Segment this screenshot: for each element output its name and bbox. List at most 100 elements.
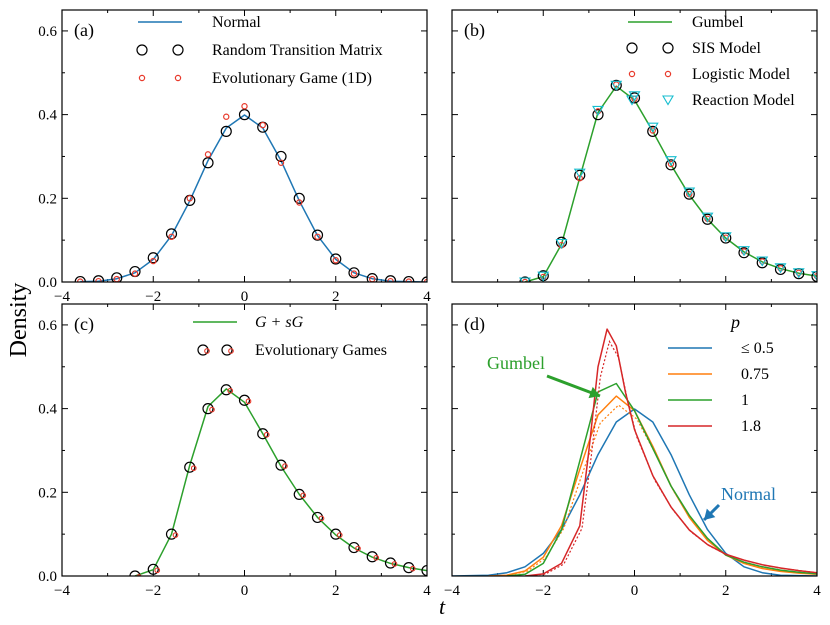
data-point [592,105,604,117]
data-point-inner [355,545,361,552]
data-point [649,127,656,134]
legend-marker-inner [204,348,210,354]
legend-entry: G + sG [193,314,304,331]
x-tick-label: 4 [423,289,431,305]
data-point [403,562,415,574]
annotation-arrowhead [704,508,716,520]
data-point [165,528,178,540]
legend-title: p [729,312,740,332]
data-point-inner [300,492,307,499]
data-point [576,175,583,182]
data-point-inner [429,569,434,574]
legend-marker [197,344,209,356]
legend-marker [138,74,146,82]
data-point [592,109,604,121]
data-point [220,125,232,137]
x-tick-label: 2 [332,289,340,305]
data-point [366,551,378,563]
x-tick-label: 4 [813,583,821,599]
data-point [719,232,732,243]
panel-frame [61,303,428,577]
x-tick-label: −2 [145,583,161,599]
series-line [452,408,817,576]
data-point [555,238,568,250]
legend-label: Gumbel [692,14,744,31]
data-point-inner [263,431,270,438]
data-point [610,80,623,91]
data-point [350,270,358,277]
annotation-arrowhead [588,386,600,399]
x-tick-label: 4 [423,583,431,599]
data-point [756,256,769,267]
data-point-inner [172,532,179,539]
legend-entry: 0.75 [668,366,769,383]
data-point [384,275,397,282]
panel-a-plot [74,103,427,282]
data-point-inner [409,565,416,572]
data-point [147,252,159,264]
data-point [168,233,175,241]
data-point [667,160,675,168]
data-point [738,247,750,259]
series-line [524,85,817,282]
legend-label: Logistic Model [692,66,791,83]
data-point [311,511,324,524]
legend-label: Evolutionary Games [255,342,387,359]
panel-b: (b) Gumbel SIS Model Logistic Model Reaction… [451,9,818,283]
data-point-inner [190,465,197,472]
data-point [259,121,266,129]
data-point [314,233,321,241]
series-line [524,328,817,576]
data-point-inner [154,567,161,574]
data-point [774,263,787,274]
legend-marker [136,44,148,56]
data-point-inner [391,561,398,567]
y-axis-label: Density [6,283,32,358]
panel-frame [451,9,818,283]
data-point [311,229,324,241]
data-point [573,168,586,179]
data-point-inner [336,532,343,539]
data-point [275,459,287,471]
data-point [366,273,378,282]
legend-label: 0.75 [741,366,769,383]
data-point [701,213,714,225]
data-point-inner [136,574,142,576]
data-point [238,109,251,121]
data-point [202,403,214,415]
annotation-label: Gumbel [487,353,545,373]
legend-entry: 1.8 [668,418,761,435]
data-point [628,92,641,104]
legend-entry: SIS Model [626,40,761,57]
legend-label: Random Transition Matrix [212,42,383,59]
y-tick-label: 0.0 [38,569,57,585]
data-point [186,195,193,202]
data-point [220,384,232,396]
data-point [384,557,397,569]
y-tick-label: 0.2 [38,485,57,501]
x-axis-label: t [439,594,446,619]
data-point [147,563,159,575]
legend-label: G + sG [255,314,304,331]
data-point [92,275,105,282]
legend-entry: Random Transition Matrix [136,42,383,59]
series-line [80,114,427,282]
y-tick-label: 0.6 [38,24,57,40]
y-tick-label: 0.2 [38,191,57,207]
legend-entry: Reaction Model [626,92,795,109]
legend-label: 1.8 [741,418,761,435]
y-tick-label: 0.4 [38,402,57,418]
y-tick-label: 0.0 [38,275,57,291]
panel-label: (b) [464,20,485,41]
x-tick-label: 0 [241,583,249,599]
panel-b-plot [519,79,817,282]
data-point [111,272,123,282]
data-point [332,257,339,264]
data-point [646,122,659,133]
panel-label: (c) [74,314,94,335]
panel-a: −4 −2 0 2 4 0.0 0.2 0.4 0.6 (a) Normal Random Trans… [38,9,431,305]
legend-entry: 1 [668,392,749,409]
data-point [683,188,695,200]
data-point [330,253,342,265]
x-tick-label: 2 [332,583,340,599]
